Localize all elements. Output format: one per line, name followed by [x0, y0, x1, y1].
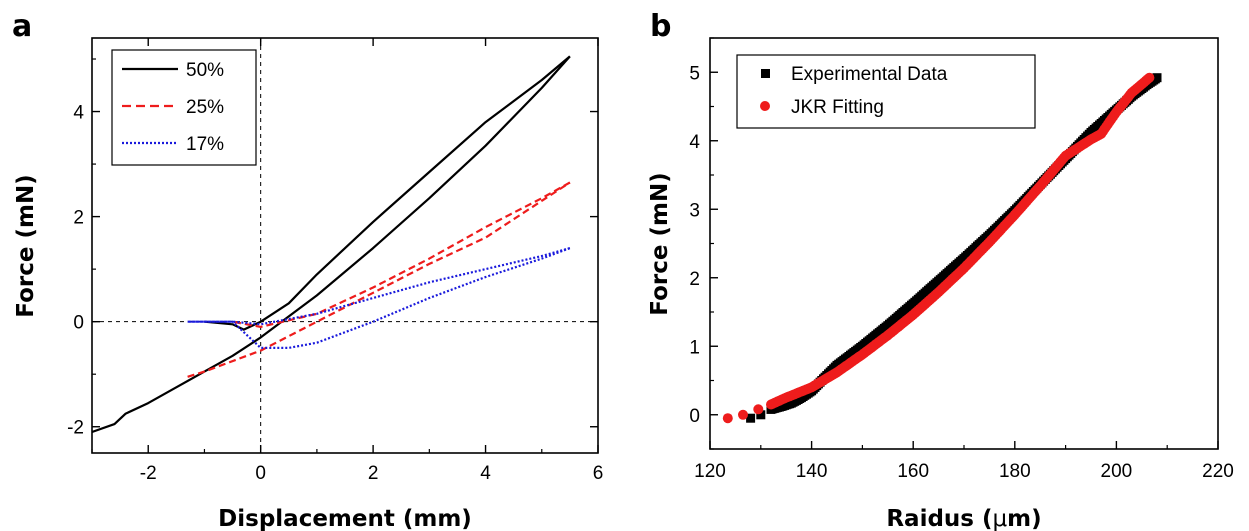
legend-marker-experimental [761, 69, 770, 78]
panel-b: b 120 140 160 180 200 220 0 1 2 3 4 5 Ra… [647, 9, 1234, 531]
x-tick-label: 4 [480, 463, 491, 484]
x-tick-label: -2 [140, 463, 157, 484]
y-tick-label: 2 [73, 208, 84, 229]
x-axis-label: Raidus (μm) [886, 506, 1041, 531]
legend-box [736, 54, 1036, 129]
y-axis-label: Force (mN) [13, 174, 39, 317]
legend: Experimental Data JKR Fitting [736, 54, 1036, 129]
y-tick-label: 3 [689, 200, 700, 221]
experimental-data-point [746, 413, 756, 423]
panel-a: a -2 0 2 4 6 -2 0 2 4 Displacement (mm) … [12, 9, 603, 531]
x-tick-label: 2 [368, 463, 379, 484]
jkr-fitting-point [753, 404, 764, 415]
y-tick-label: -2 [67, 418, 84, 439]
legend-marker-jkr [760, 101, 770, 111]
y-axis-label: Force (mN) [647, 172, 673, 315]
panel-a-ticks [91, 38, 599, 453]
legend-box [111, 49, 257, 166]
x-tick-label: 220 [1202, 461, 1234, 482]
x-axis-label-prefix: Raidus ( [886, 506, 992, 531]
jkr-fitting-point [722, 413, 733, 424]
x-axis-label-suffix: m) [1007, 506, 1041, 531]
experimental-data-point [756, 410, 766, 420]
panel-a-x-tick-labels: -2 0 2 4 6 [140, 463, 604, 484]
legend-label-25: 25% [186, 97, 224, 118]
panel-b-y-tick-labels: 0 1 2 3 4 5 [689, 63, 700, 427]
series-17pct-loading-curve [187, 247, 571, 349]
x-tick-label: 180 [999, 461, 1031, 482]
experimental-data-point [1152, 73, 1162, 83]
y-tick-label: 0 [73, 313, 84, 334]
legend-label-17: 17% [186, 134, 224, 155]
panel-b-plot-area [722, 72, 1162, 424]
x-tick-label: 140 [796, 461, 828, 482]
y-tick-label: 4 [689, 132, 700, 153]
legend: 50% 25% 17% [111, 49, 257, 166]
x-tick-label: 200 [1101, 461, 1133, 482]
series-25pct-unloading-curve [232, 181, 571, 328]
panel-b-ticks [709, 37, 1219, 450]
panel-b-x-tick-labels: 120 140 160 180 200 220 [694, 461, 1234, 482]
x-axis-label: Displacement (mm) [218, 506, 472, 531]
panel-a-label: a [12, 9, 32, 44]
legend-label-jkr: JKR Fitting [791, 97, 884, 118]
y-tick-label: 5 [689, 63, 700, 84]
legend-label-experimental: Experimental Data [791, 64, 948, 85]
x-tick-label: 6 [593, 463, 604, 484]
x-tick-label: 0 [255, 463, 266, 484]
series-50pct-loading-curve [91, 55, 571, 434]
series-50pct-unloading-curve [204, 55, 571, 331]
y-tick-label: 2 [689, 269, 700, 290]
series-17pct-unloading-curve [187, 247, 571, 326]
y-tick-label: 1 [689, 337, 700, 358]
x-tick-label: 120 [694, 461, 726, 482]
y-tick-label: 4 [73, 103, 84, 124]
legend-label-50: 50% [186, 60, 224, 81]
x-axis-label-mu: μ [993, 506, 1008, 531]
y-tick-label: 0 [689, 406, 700, 427]
jkr-fitting-point [1144, 72, 1155, 83]
panel-a-plot-area [91, 38, 598, 453]
panel-a-y-tick-labels: -2 0 2 4 [67, 103, 84, 439]
series-25pct-loading-curve [187, 181, 571, 378]
panel-a-frame [91, 37, 599, 454]
jkr-fitting-point [738, 409, 748, 420]
panel-b-label: b [650, 9, 671, 44]
x-tick-label: 160 [897, 461, 929, 482]
